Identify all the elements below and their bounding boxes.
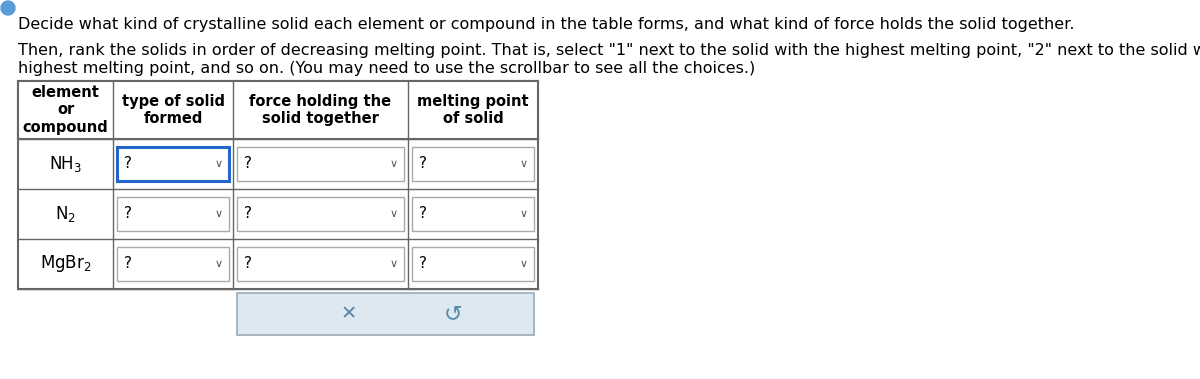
Text: force holding the
solid together: force holding the solid together [250, 94, 391, 126]
Bar [118, 147, 229, 181]
Bar [118, 247, 229, 281]
Bar [18, 81, 538, 139]
Text: ?: ? [244, 257, 252, 271]
Text: ∨: ∨ [215, 209, 223, 219]
Text: N$_2$: N$_2$ [55, 204, 76, 224]
Bar [238, 197, 404, 231]
Text: ?: ? [244, 157, 252, 172]
Text: ?: ? [419, 257, 427, 271]
Bar [238, 247, 404, 281]
Bar [18, 81, 538, 289]
Bar [118, 197, 229, 231]
Text: type of solid
formed: type of solid formed [121, 94, 224, 126]
Text: ?: ? [124, 207, 132, 221]
Text: MgBr$_2$: MgBr$_2$ [40, 254, 91, 274]
Text: ∨: ∨ [390, 259, 398, 269]
Text: ✕: ✕ [341, 304, 358, 324]
Text: Decide what kind of crystalline solid each element or compound in the table form: Decide what kind of crystalline solid ea… [18, 17, 1074, 32]
Text: ∨: ∨ [215, 159, 223, 169]
Text: ∨: ∨ [520, 259, 528, 269]
Text: ?: ? [419, 207, 427, 221]
Bar [412, 147, 534, 181]
Bar [412, 247, 534, 281]
Bar [238, 147, 404, 181]
Text: ∨: ∨ [390, 209, 398, 219]
Text: ∨: ∨ [390, 159, 398, 169]
Text: ?: ? [124, 257, 132, 271]
Circle shape [1, 1, 14, 15]
Text: ?: ? [419, 157, 427, 172]
Text: ?: ? [244, 207, 252, 221]
Bar [412, 197, 534, 231]
Text: highest melting point, and so on. (You may need to use the scrollbar to see all : highest melting point, and so on. (You m… [18, 61, 755, 76]
Text: ?: ? [124, 157, 132, 172]
Text: NH$_3$: NH$_3$ [49, 154, 82, 174]
Text: ∨: ∨ [520, 159, 528, 169]
Text: melting point
of solid: melting point of solid [418, 94, 529, 126]
Bar [238, 293, 534, 335]
Text: ∨: ∨ [520, 209, 528, 219]
Text: ↺: ↺ [443, 304, 462, 324]
Text: element
or
compound: element or compound [23, 85, 108, 135]
Text: ∨: ∨ [215, 259, 223, 269]
Text: Then, rank the solids in order of decreasing melting point. That is, select "1" : Then, rank the solids in order of decrea… [18, 43, 1200, 58]
